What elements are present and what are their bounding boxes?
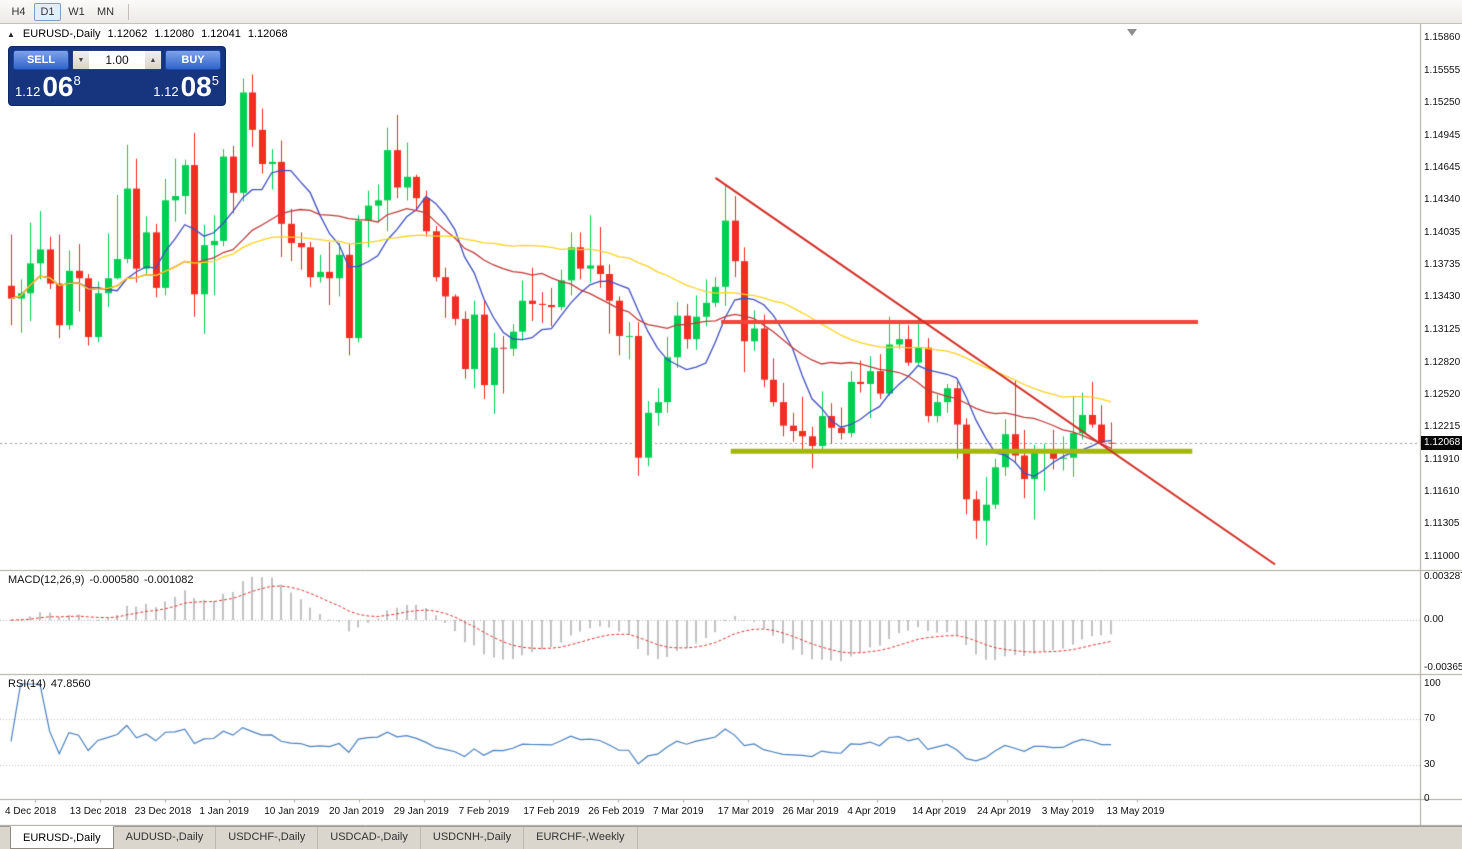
volume-field: ▼ ▲	[72, 50, 162, 70]
rsi-scale-label: 100	[1424, 678, 1441, 689]
chart-shift-marker[interactable]	[1127, 29, 1137, 36]
price-axis-label: 1.15250	[1424, 97, 1461, 109]
price-axis-label: 1.11610	[1424, 485, 1460, 497]
price-axis-label: 1.14645	[1424, 161, 1461, 173]
macd-scale-label: 0.003287	[1424, 570, 1462, 582]
current-price-tag: 1.12068	[1421, 435, 1462, 450]
macd-scale-label: 0.00	[1424, 614, 1444, 625]
price-axis-label: 1.13735	[1424, 258, 1461, 270]
ohlc-high: 1.12080	[154, 28, 195, 40]
chart-tabs: EURUSD-,Daily AUDUSD-,Daily USDCHF-,Daily U…	[0, 826, 1462, 849]
ohlc-close: 1.12068	[247, 28, 288, 40]
chart-tab-eurchf-weekly[interactable]: EURCHF-,Weekly	[524, 827, 638, 849]
date-axis-label: 20 Jan 2019	[329, 806, 385, 817]
date-axis-label: 10 Jan 2019	[264, 806, 320, 817]
date-axis-label: 7 Feb 2019	[458, 806, 510, 817]
chart-title: EURUSD-,Daily	[22, 28, 101, 40]
chart-tab-audusd-daily[interactable]: AUDUSD-,Daily	[114, 827, 217, 849]
date-axis-label: 26 Mar 2019	[782, 806, 839, 817]
timeframe-toolbar: H4 D1 W1 MN	[0, 0, 1462, 24]
date-axis-label: 17 Mar 2019	[717, 806, 774, 817]
date-axis-label: 3 May 2019	[1041, 806, 1095, 817]
date-axis-label: 23 Dec 2018	[134, 806, 192, 817]
price-axis-label: 1.12520	[1424, 388, 1461, 400]
date-axis-label: 4 Apr 2019	[847, 806, 896, 817]
chart-tab-usdchf-daily[interactable]: USDCHF-,Daily	[216, 827, 319, 849]
ohlc-open: 1.12062	[107, 28, 148, 40]
sell-price-point: 8	[73, 73, 81, 88]
price-axis-label: 1.14945	[1424, 129, 1461, 141]
buy-price[interactable]: 1.12 08 5	[153, 71, 219, 103]
volume-decrease-icon[interactable]: ▼	[73, 51, 89, 69]
macd-signal-value: -0.001082	[143, 574, 194, 586]
rsi-indicator-label: RSI(14) 47.8560	[8, 678, 91, 690]
macd-title: MACD(12,26,9)	[8, 574, 85, 586]
toolbar-separator	[128, 3, 129, 20]
volume-input[interactable]	[89, 51, 145, 69]
timeframe-button-h4[interactable]: H4	[5, 3, 32, 21]
rsi-title: RSI(14)	[8, 678, 46, 690]
price-axis-label: 1.11000	[1424, 550, 1460, 562]
collapse-trade-panel-icon[interactable]: ▲	[7, 29, 15, 39]
buy-button[interactable]: BUY	[165, 50, 221, 70]
date-axis-label: 26 Feb 2019	[588, 806, 645, 817]
price-axis-label: 1.15555	[1424, 64, 1461, 76]
macd-scale-label: -0.003655	[1424, 661, 1462, 673]
date-axis-label: 29 Jan 2019	[393, 806, 449, 817]
price-axis-label: 1.15860	[1424, 32, 1461, 43]
timeframe-button-d1[interactable]: D1	[34, 2, 61, 21]
timeframe-button-w1[interactable]: W1	[63, 3, 90, 21]
price-axis-label: 1.12215	[1424, 421, 1461, 433]
rsi-scale-label: 70	[1424, 712, 1436, 724]
chart-tab-eurusd-daily[interactable]: EURUSD-,Daily	[10, 826, 114, 849]
buy-price-pips: 08	[180, 71, 212, 102]
buy-price-point: 5	[211, 73, 219, 88]
date-axis-label: 4 Dec 2018	[5, 806, 57, 817]
ohlc-low: 1.12041	[201, 28, 241, 40]
price-axis-label: 1.14340	[1424, 194, 1461, 206]
sell-price-pips: 06	[42, 71, 74, 102]
chart-ohlc-header: ▲ EURUSD-,Daily 1.12062 1.12080 1.12041 …	[7, 28, 288, 40]
chart-tab-usdcnh-daily[interactable]: USDCNH-,Daily	[421, 827, 525, 849]
date-axis-label: 14 Apr 2019	[912, 806, 967, 817]
rsi-scale-label: 0	[1424, 793, 1430, 804]
price-axis-label: 1.13125	[1424, 324, 1461, 336]
sell-price[interactable]: 1.12 06 8	[15, 71, 81, 103]
timeframe-button-mn[interactable]: MN	[92, 3, 119, 21]
date-axis-label: 17 Feb 2019	[523, 806, 580, 817]
price-axis-label: 1.12820	[1424, 356, 1461, 368]
rsi-scale-label: 30	[1424, 758, 1436, 770]
price-axis-label: 1.11910	[1424, 453, 1460, 465]
price-axis-label: 1.11305	[1424, 518, 1460, 530]
chart-tab-usdcad-daily[interactable]: USDCAD-,Daily	[318, 827, 421, 849]
price-axis-label: 1.14035	[1424, 226, 1461, 238]
price-axis-label: 1.13430	[1424, 291, 1461, 303]
date-axis-label: 1 Jan 2019	[199, 806, 249, 817]
macd-indicator-label: MACD(12,26,9) -0.000580 -0.001082	[8, 574, 194, 586]
buy-price-base: 1.12	[153, 84, 179, 99]
date-axis-label: 13 May 2019	[1106, 806, 1165, 817]
sell-price-base: 1.12	[15, 84, 41, 99]
volume-increase-icon[interactable]: ▲	[145, 51, 161, 69]
rsi-value: 47.8560	[50, 678, 91, 690]
date-axis-label: 13 Dec 2018	[69, 806, 127, 817]
date-axis-label: 24 Apr 2019	[977, 806, 1031, 817]
price-chart-canvas[interactable]	[0, 24, 1462, 826]
sell-button[interactable]: SELL	[13, 50, 69, 70]
macd-main-value: -0.000580	[89, 574, 139, 586]
date-axis-label: 7 Mar 2019	[653, 806, 704, 817]
